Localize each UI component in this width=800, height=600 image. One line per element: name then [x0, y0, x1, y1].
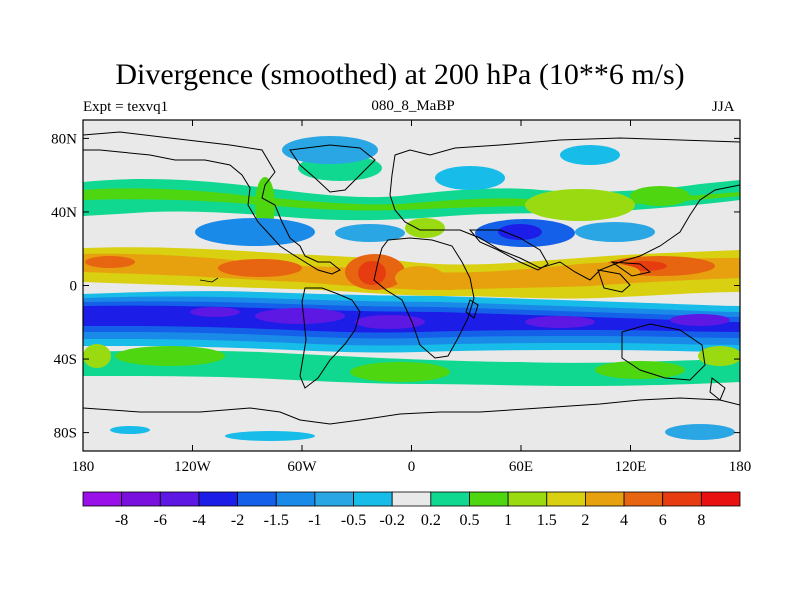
lat-label: 80N [51, 131, 77, 147]
colorbar-label: 0.2 [421, 512, 441, 529]
longitude-axis: 180 120W 60W 0 60E 120E 180 [72, 120, 752, 475]
colorbar-label: 6 [659, 512, 667, 529]
colorbar-swatch [469, 491, 509, 507]
colorbar-swatch [430, 491, 470, 507]
north-convergence-pockets [195, 136, 655, 247]
south-midlatitude-band [83, 344, 740, 386]
colorbar-label: -8 [115, 512, 128, 529]
colorbar-swatch [662, 491, 702, 507]
lat-label: 80S [54, 426, 77, 442]
colorbar-swatch [314, 491, 354, 507]
north-subtropics-band [83, 247, 740, 299]
colorbar-label: 1.5 [537, 512, 557, 529]
lon-label: 180 [729, 459, 752, 475]
colorbar-label: -1 [308, 512, 321, 529]
colorbar-label: 0.5 [459, 512, 479, 529]
lat-label: 40N [51, 205, 77, 221]
colorbar-label: 2 [581, 512, 589, 529]
colorbar-swatch [353, 491, 393, 507]
lon-label: 0 [408, 459, 416, 475]
lon-label: 180 [72, 459, 95, 475]
colorbar-label: -2 [231, 512, 244, 529]
colorbar-label: 8 [697, 512, 705, 529]
colorbar-label: -4 [192, 512, 205, 529]
south-polar-convergence [83, 424, 740, 451]
colorbar-label: 1 [504, 512, 512, 529]
latitude-axis: 80N 40N 0 40S 80S [51, 131, 740, 442]
season-label: JJA [712, 99, 735, 115]
lon-label: 120W [174, 459, 212, 475]
coastlines [83, 131, 740, 425]
colorbar-label: -0.2 [380, 512, 405, 529]
lat-label: 40S [54, 352, 77, 368]
colorbar-swatch [507, 491, 548, 507]
colorbar-label: -6 [154, 512, 167, 529]
divergence-field [83, 120, 740, 451]
colorbar-swatch [82, 491, 123, 507]
colorbar-swatch [237, 491, 277, 507]
colorbar-swatch [121, 491, 161, 507]
colorbar-swatch [391, 491, 432, 507]
colorbar-swatch [159, 491, 200, 507]
colorbar-label: -0.5 [341, 512, 366, 529]
colorbar: -8 -6 -4 -2 -1.5 -1 -0.5 -0.2 0.2 0.5 1 1.5 2 4 6 8 [82, 491, 741, 529]
lat-label: 0 [70, 279, 78, 295]
colorbar-swatch [700, 491, 741, 507]
lon-label: 60E [509, 459, 533, 475]
experiment-label: Expt = texvq1 [83, 99, 169, 115]
colorbar-swatch [198, 491, 238, 507]
colorbar-label: -1.5 [264, 512, 289, 529]
colorbar-swatch [623, 491, 664, 507]
plot-title: Divergence (smoothed) at 200 hPa (10**6 … [115, 58, 685, 91]
colorbar-label: 4 [620, 512, 628, 529]
period-label: 080_8_MaBP [371, 98, 455, 114]
colorbar-swatch [275, 491, 316, 507]
colorbar-swatch [585, 491, 625, 507]
lon-label: 120E [615, 459, 647, 475]
colorbar-swatch [546, 491, 586, 507]
lon-label: 60W [287, 459, 317, 475]
